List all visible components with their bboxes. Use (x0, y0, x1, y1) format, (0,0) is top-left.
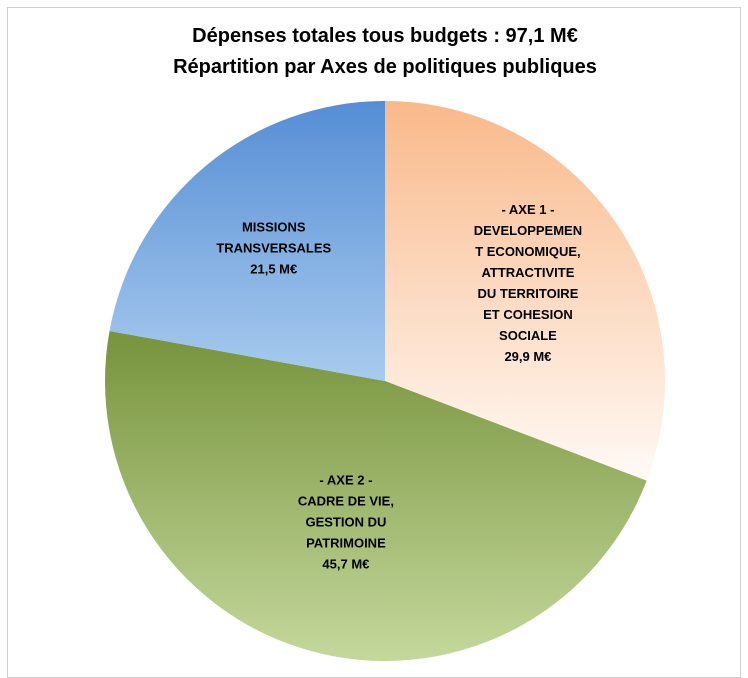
pie-slice (105, 330, 647, 661)
chart-title: Dépenses totales tous budgets : 97,1 M€ (192, 25, 578, 47)
pie-slice (109, 101, 386, 381)
slice-label: - AXE 2 -CADRE DE VIE, GESTION DU PATRIMOI… (298, 472, 394, 550)
pie-slice (385, 101, 665, 481)
slice-label: - AXE 1 -DEVELOPPEMEN T ECONOMIQUE, ATTRAC… (474, 202, 582, 343)
slice-value-label: 29,9 M€ (504, 349, 551, 364)
slice-label: MISSIONS TRANSVERSALES (216, 220, 331, 256)
slice-value-label: 45,7 M€ (322, 556, 369, 571)
chart-subtitle: Répartition par Axes de politiques publi… (173, 56, 597, 78)
slice-value-label: 21,5 M€ (250, 262, 297, 277)
